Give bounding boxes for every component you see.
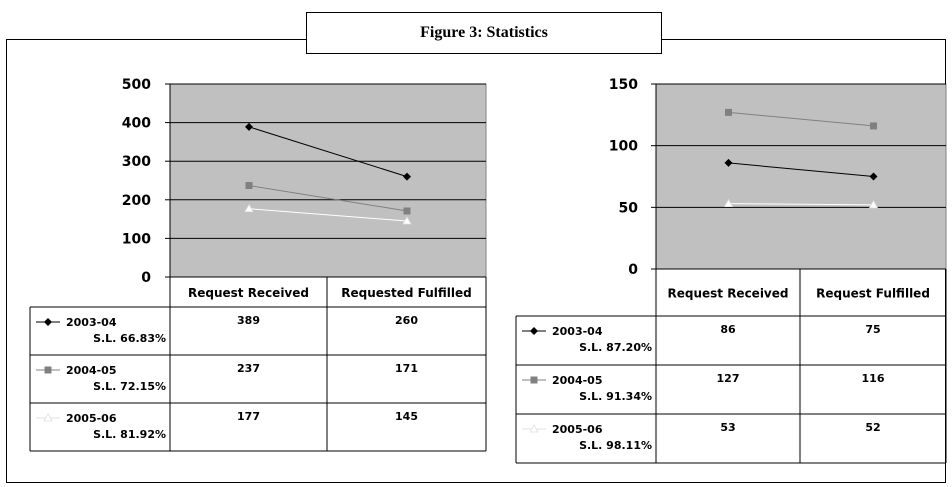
chart-right-legend-name: 2005-06 [552,423,603,436]
chart-left-y-tick-label: 400 [122,116,151,132]
chart-right-series-2004-05 [725,108,877,130]
chart-left-y-tick-label: 200 [122,193,151,209]
chart-right-y-tick-label: 150 [609,77,638,93]
chart-left-data-label: 260 [395,314,418,327]
chart-right-legend-name: 2004-05 [552,374,603,387]
chart-left-series-2003-04 [245,122,411,181]
chart-right-data-point [870,122,877,130]
chart-left-legend-item [36,318,60,326]
chart-right-legend-marker [530,376,538,384]
chart-right-legend-item [522,327,546,335]
chart-left-legend-sublabel: S.L. 72.15% [93,380,166,393]
chart-right-y-tick-label: 0 [628,262,638,278]
chart-left-legend-item [36,413,60,422]
chart-left-data-point [244,203,254,213]
chart-right-legend-name: 2003-04 [552,325,603,338]
chart-right-data-label: 75 [865,323,880,336]
chart-left-series-line [248,208,408,222]
chart-left-data-point [403,172,411,181]
chart-right-legend-sublabel: S.L. 91.34% [579,390,652,403]
figure-title-text: Figure 3: Statistics [420,24,548,41]
chart-right-legend-item [522,424,546,433]
chart-left-series-line [248,185,408,212]
chart-left-series-line [248,126,408,178]
chart-left-series-2004-05 [245,182,411,215]
chart-left-y-tick-label: 500 [122,77,151,93]
chart-right-x-category-label: Request Fulfilled [816,287,930,301]
chart-right-series-line [728,111,874,127]
chart-right-data-point [724,158,733,167]
chart-right-data-label: 127 [717,372,740,385]
chart-right-data-label: 86 [720,323,736,336]
chart-left-legend-sublabel: S.L. 66.83% [93,332,166,345]
chart-right-series-line [728,162,874,177]
chart-right-data-point [869,172,878,181]
chart-left-legend-name: 2005-06 [66,412,117,425]
chart-right-series-line [728,203,874,206]
chart-left-legend-name: 2004-05 [66,364,117,377]
chart-right-y-tick-label: 50 [619,200,639,216]
chart-left-series-2005-06 [244,203,412,225]
chart-left-data-point [403,207,411,215]
chart-right-legend-marker [529,424,539,433]
chart-right-plot-area [655,83,947,270]
chart-left-data-point [402,216,412,225]
chart-right-series-2003-04 [724,158,878,181]
chart-right-data-label: 53 [720,421,735,434]
chart-right-legend-sublabel: S.L. 87.20% [579,341,652,354]
chart-left-data-point [245,182,253,190]
chart-right-series-2005-06 [723,198,879,209]
chart-right-data-point [868,200,879,209]
chart-left-data-label: 389 [237,314,260,327]
chart-right-data-point [723,198,734,208]
chart-left-y-tick-label: 0 [141,270,151,286]
chart-right-x-category-label: Request Received [667,287,788,301]
chart-right-data-point [725,108,732,116]
chart-left-y-tick-label: 100 [122,231,151,247]
chart-right-legend-item [522,376,546,384]
chart-left-legend-marker [43,413,53,422]
chart-left-data-label: 145 [395,410,418,423]
chart-left-x-category-label: Request Received [188,286,309,300]
chart-right-data-label: 52 [865,421,880,434]
chart-left-data-label: 177 [237,410,260,423]
figure-title: Figure 3: Statistics [306,12,662,54]
chart-left-y-tick-label: 300 [122,154,151,170]
chart-left-legend-marker [44,318,52,326]
chart-right-legend-marker [530,327,538,335]
chart-right-y-tick-label: 100 [609,139,638,155]
chart-left-legend-name: 2003-04 [66,316,117,329]
chart-left-legend-marker [44,366,52,374]
chart-left-data-label: 237 [237,362,260,375]
chart-left-legend-item [36,366,60,374]
chart-left-data-point [245,122,253,131]
chart-right-data-label: 116 [862,372,885,385]
chart-right-legend-sublabel: S.L. 98.11% [579,439,652,452]
chart-left-data-label: 171 [395,362,418,375]
chart-left-legend-sublabel: S.L. 81.92% [93,428,166,441]
chart-left-x-category-label: Requested Fulfilled [341,286,472,300]
chart-left-plot-area [169,83,487,278]
